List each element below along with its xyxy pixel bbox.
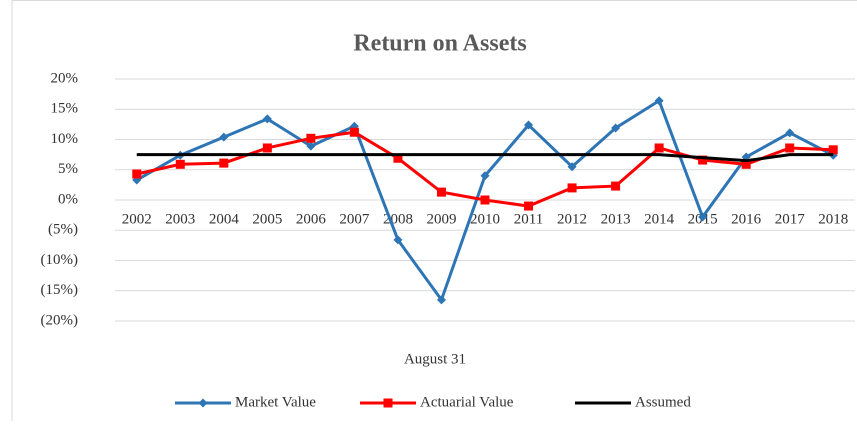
data-point — [654, 143, 664, 153]
y-tick-label: 15% — [51, 101, 79, 117]
y-tick-label: 10% — [51, 131, 79, 147]
series-line — [136, 153, 834, 163]
y-tick-label: (15%) — [41, 282, 79, 298]
x-tick-label: 2018 — [818, 211, 848, 227]
data-point — [785, 143, 795, 153]
data-point — [132, 169, 142, 179]
x-tick-label: 2011 — [514, 211, 543, 227]
x-tick-label: 2002 — [122, 211, 152, 227]
x-tick-label: 2012 — [557, 211, 587, 227]
data-point — [393, 153, 403, 163]
y-tick-label: (5%) — [48, 222, 78, 238]
legend-label: Assumed — [635, 394, 691, 410]
data-point — [654, 96, 664, 106]
x-tick-label: 2010 — [470, 211, 500, 227]
y-tick-label: 5% — [58, 161, 78, 177]
x-tick-label: 2016 — [731, 211, 762, 227]
x-tick-label: 2013 — [601, 211, 631, 227]
data-point — [567, 162, 577, 172]
y-tick-label: (20%) — [41, 312, 79, 328]
x-tick-label: 2006 — [296, 211, 327, 227]
y-tick-label: 0% — [58, 191, 78, 207]
data-point — [785, 128, 795, 138]
legend-label: Market Value — [235, 394, 316, 410]
chart-title: Return on Assets — [353, 31, 526, 57]
series-line — [136, 130, 834, 208]
data-point — [436, 187, 446, 197]
x-tick-label: 2009 — [426, 211, 456, 227]
data-point — [306, 133, 316, 143]
data-point — [611, 123, 621, 133]
data-point — [480, 195, 490, 205]
legend-label: Actuarial Value — [420, 394, 514, 410]
data-point — [828, 145, 838, 155]
data-point — [480, 171, 490, 181]
data-point — [262, 143, 272, 153]
x-tick-label: 2005 — [252, 211, 282, 227]
data-point — [219, 132, 229, 142]
x-tick-label: 2003 — [165, 211, 195, 227]
data-point — [393, 235, 403, 245]
y-tick-label: (10%) — [41, 252, 79, 268]
x-tick-label: 2014 — [644, 211, 675, 227]
x-tick-label: 2004 — [209, 211, 240, 227]
legend-marker — [383, 398, 393, 408]
data-point — [262, 114, 272, 124]
data-point — [698, 155, 708, 165]
data-point — [567, 183, 577, 193]
y-tick-label: 20% — [51, 70, 79, 86]
x-tick-label: 2017 — [775, 211, 806, 227]
data-point — [524, 201, 534, 211]
x-axis-label: August 31 — [404, 351, 466, 367]
data-point — [349, 127, 359, 137]
data-point — [306, 141, 316, 151]
data-point — [524, 120, 534, 130]
data-point — [219, 158, 229, 168]
data-point — [741, 159, 751, 169]
legend-marker — [198, 398, 208, 408]
data-point — [175, 159, 185, 169]
data-point — [698, 212, 708, 222]
data-point — [436, 295, 446, 305]
data-point — [611, 181, 621, 191]
x-tick-label: 2007 — [339, 211, 370, 227]
